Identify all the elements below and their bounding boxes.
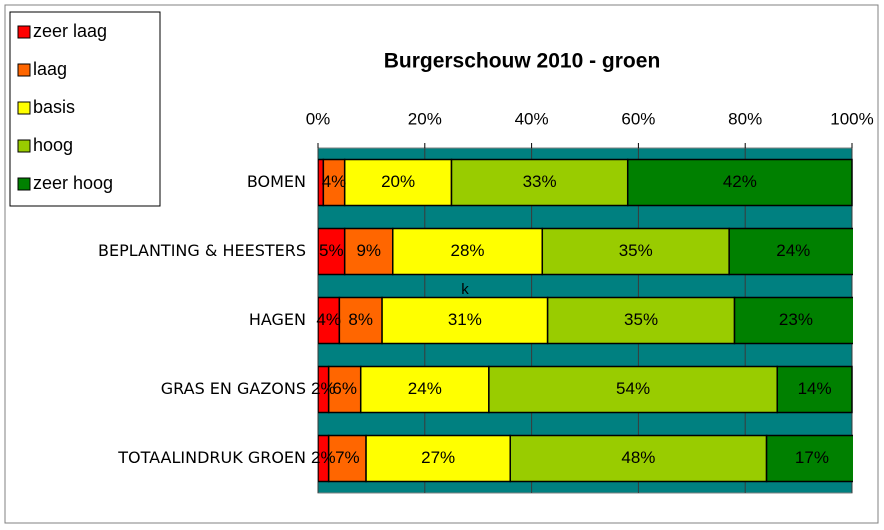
- data-label: 42%: [723, 172, 757, 191]
- data-label: 14%: [798, 379, 832, 398]
- data-label: 23%: [779, 310, 813, 329]
- y-tick-label: BOMEN: [247, 172, 306, 191]
- data-label: 48%: [621, 448, 655, 467]
- bar-segment: [626, 158, 853, 207]
- legend-swatch: [17, 177, 31, 191]
- legend-label: basis: [33, 97, 75, 117]
- data-label: 4%: [322, 172, 347, 191]
- data-label: 31%: [448, 310, 482, 329]
- y-tick-label: HAGEN: [249, 310, 306, 329]
- legend-swatch: [17, 139, 31, 153]
- data-label: 20%: [381, 172, 415, 191]
- legend-label: laag: [33, 59, 67, 79]
- data-label: 2%: [311, 379, 336, 398]
- bar-segment: [541, 227, 730, 276]
- x-tick-label: 60%: [621, 109, 655, 128]
- y-tick-label: BEPLANTING & HEESTERS: [98, 241, 306, 260]
- data-label: 5%: [319, 241, 344, 260]
- data-label: 7%: [335, 448, 360, 467]
- x-tick-label: 100%: [830, 109, 873, 128]
- bar-segment: [776, 365, 853, 414]
- annotation: k: [461, 281, 469, 298]
- bar-segment: [343, 158, 453, 207]
- data-label: 9%: [356, 241, 381, 260]
- x-tick-label: 20%: [408, 109, 442, 128]
- y-tick-label: GRAS EN GAZONS: [161, 379, 306, 398]
- data-label: 27%: [421, 448, 455, 467]
- bar-segment: [359, 365, 490, 414]
- bar-segment: [728, 227, 853, 276]
- chart-title: Burgerschouw 2010 - groen: [384, 50, 661, 73]
- legend-swatch: [17, 63, 31, 77]
- bar-segment: [381, 296, 549, 345]
- bar-segment: [327, 365, 362, 414]
- legend-label: zeer hoog: [33, 173, 113, 193]
- data-label: 35%: [624, 310, 658, 329]
- data-label: 8%: [348, 310, 373, 329]
- bar-segment: [546, 296, 736, 345]
- data-label: 2%: [311, 448, 336, 467]
- bar-segment: [450, 158, 629, 207]
- bar-segment: [343, 227, 394, 276]
- bar-segment: [488, 365, 778, 414]
- x-tick-label: 80%: [728, 109, 762, 128]
- data-label: 17%: [795, 448, 829, 467]
- data-label: 28%: [451, 241, 485, 260]
- bar-segment: [509, 434, 768, 483]
- x-tick-label: 40%: [515, 109, 549, 128]
- bar-segment: [733, 296, 853, 345]
- y-tick-label: TOTAALINDRUK GROEN: [117, 448, 306, 467]
- data-label: 24%: [408, 379, 442, 398]
- legend-box: [9, 11, 161, 207]
- data-label: 6%: [332, 379, 357, 398]
- legend-label: zeer laag: [33, 21, 107, 41]
- bar-segment: [392, 227, 544, 276]
- legend-swatch: [17, 25, 31, 39]
- data-label: 35%: [619, 241, 653, 260]
- x-tick-label: 0%: [306, 109, 331, 128]
- bar-segment: [338, 296, 383, 345]
- data-label: 54%: [616, 379, 650, 398]
- data-label: 33%: [523, 172, 557, 191]
- data-label: 24%: [776, 241, 810, 260]
- legend-swatch: [17, 101, 31, 115]
- bars: [318, 158, 853, 483]
- legend-label: hoog: [33, 135, 73, 155]
- bar-segment: [765, 434, 853, 483]
- data-label: 4%: [316, 310, 341, 329]
